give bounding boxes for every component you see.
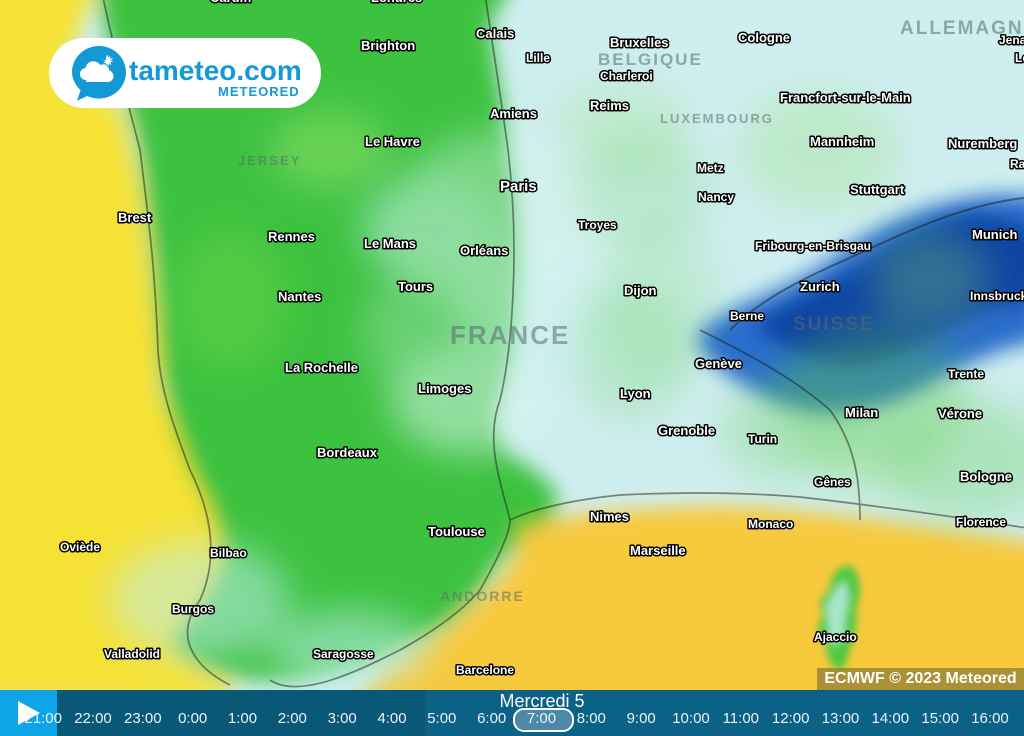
svg-text:Genève: Genève: [695, 356, 742, 371]
svg-text:BELGIQUE: BELGIQUE: [598, 50, 703, 69]
svg-text:Le Mans: Le Mans: [364, 236, 416, 251]
svg-text:Berne: Berne: [730, 309, 764, 323]
svg-text:Florence: Florence: [956, 515, 1006, 529]
svg-text:Nancy: Nancy: [698, 190, 734, 204]
svg-text:Le Havre: Le Havre: [365, 134, 420, 149]
svg-text:Charleroi: Charleroi: [600, 69, 653, 83]
svg-text:Milan: Milan: [845, 405, 878, 420]
svg-text:Jena: Jena: [999, 33, 1024, 47]
svg-text:Nimes: Nimes: [590, 509, 629, 524]
svg-text:Monaco: Monaco: [748, 517, 793, 531]
svg-text:Limoges: Limoges: [418, 381, 471, 396]
svg-text:Grenoble: Grenoble: [658, 423, 715, 438]
svg-text:Munich: Munich: [972, 227, 1018, 242]
svg-text:La Rochelle: La Rochelle: [285, 360, 358, 375]
svg-text:Stuttgart: Stuttgart: [850, 182, 905, 197]
svg-text:LUXEMBOURG: LUXEMBOURG: [660, 111, 774, 126]
svg-text:Marseille: Marseille: [630, 543, 686, 558]
svg-text:Nuremberg: Nuremberg: [948, 136, 1017, 151]
svg-text:Saragosse: Saragosse: [313, 647, 374, 661]
svg-text:FRANCE: FRANCE: [450, 320, 570, 350]
svg-text:Metz: Metz: [697, 161, 724, 175]
svg-text:Gênes: Gênes: [814, 475, 851, 489]
svg-text:Tours: Tours: [398, 279, 433, 294]
svg-text:Londres: Londres: [371, 0, 422, 5]
svg-text:SUISSE: SUISSE: [793, 314, 875, 335]
svg-text:JERSEY: JERSEY: [238, 153, 301, 168]
svg-text:Francfort-sur-le-Main: Francfort-sur-le-Main: [780, 90, 911, 105]
svg-text:Bilbao: Bilbao: [210, 546, 247, 560]
svg-text:Burgos: Burgos: [172, 602, 214, 616]
svg-text:Fribourg-en-Brisgau: Fribourg-en-Brisgau: [755, 239, 871, 253]
svg-text:Trente: Trente: [948, 367, 984, 381]
svg-text:Innsbruck: Innsbruck: [970, 289, 1024, 303]
svg-text:Bordeaux: Bordeaux: [317, 445, 378, 460]
svg-text:Mannheim: Mannheim: [810, 134, 874, 149]
svg-text:Lille: Lille: [526, 51, 550, 65]
svg-text:Nantes: Nantes: [278, 289, 321, 304]
svg-text:Ratisbonne: Ratisbonne: [1010, 157, 1024, 171]
svg-text:Cardiff: Cardiff: [210, 0, 253, 5]
svg-text:Amiens: Amiens: [490, 106, 537, 121]
svg-text:Paris: Paris: [500, 178, 537, 195]
svg-text:Ajaccio: Ajaccio: [814, 630, 857, 644]
svg-text:tameteo.com: tameteo.com: [129, 55, 302, 86]
svg-text:Leipzig: Leipzig: [1015, 51, 1024, 65]
svg-text:Dijon: Dijon: [624, 283, 657, 298]
svg-text:Reims: Reims: [590, 98, 629, 113]
svg-text:Orléans: Orléans: [460, 243, 508, 258]
svg-text:Brest: Brest: [118, 210, 152, 225]
svg-text:Oviède: Oviède: [60, 540, 100, 554]
svg-text:Lyon: Lyon: [620, 386, 651, 401]
svg-text:Valladolid: Valladolid: [104, 647, 160, 661]
svg-text:Bruxelles: Bruxelles: [610, 35, 669, 50]
svg-text:Vérone: Vérone: [938, 406, 982, 421]
svg-text:Zurich: Zurich: [800, 279, 840, 294]
svg-text:ANDORRE: ANDORRE: [440, 588, 525, 604]
svg-text:METEORED: METEORED: [218, 84, 300, 99]
svg-text:Toulouse: Toulouse: [428, 524, 485, 539]
svg-text:Cologne: Cologne: [738, 30, 790, 45]
svg-text:Bologne: Bologne: [960, 469, 1012, 484]
svg-text:Troyes: Troyes: [578, 218, 617, 232]
svg-text:Rennes: Rennes: [268, 229, 315, 244]
svg-text:Calais: Calais: [476, 26, 514, 41]
svg-text:Barcelone: Barcelone: [456, 663, 514, 677]
svg-text:Brighton: Brighton: [361, 38, 415, 53]
svg-text:Turin: Turin: [748, 432, 777, 446]
